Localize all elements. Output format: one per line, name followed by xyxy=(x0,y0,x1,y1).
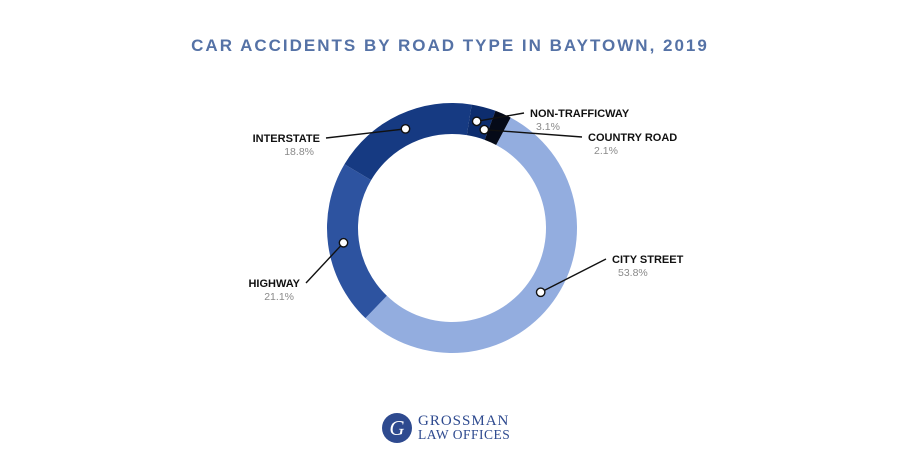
value-country-road: 2.1% xyxy=(594,145,618,157)
label-country-road: COUNTRY ROAD xyxy=(588,132,677,144)
value-city-street: 53.8% xyxy=(618,267,648,279)
slice-country-road xyxy=(484,110,511,146)
marker-interstate xyxy=(400,123,411,134)
donut-slices xyxy=(327,103,577,353)
leader-line-country-road xyxy=(484,128,583,138)
label-highway: HIGHWAY xyxy=(248,278,300,290)
leader-line-city-street xyxy=(540,258,607,293)
label-non-trafficway: NON-TRAFFICWAY xyxy=(530,108,630,120)
logo-line-2: LAW OFFICES xyxy=(418,427,511,442)
marker-country-road xyxy=(479,124,490,135)
value-highway: 21.1% xyxy=(264,291,294,303)
logo-line-1: GROSSMAN xyxy=(418,413,510,429)
marker-non-trafficway xyxy=(471,116,482,127)
slice-interstate xyxy=(344,103,472,181)
label-city-street: CITY STREET xyxy=(612,254,684,266)
logo-mark-icon: G xyxy=(382,413,412,443)
leader-line-highway xyxy=(305,242,345,284)
marker-highway xyxy=(338,237,349,248)
marker-city-street xyxy=(535,287,546,298)
slice-city-street xyxy=(365,117,577,353)
chart-title: CAR ACCIDENTS BY ROAD TYPE IN BAYTOWN, 2… xyxy=(191,36,709,55)
leader-line-non-trafficway xyxy=(476,112,525,123)
grossman-logo: G GROSSMAN LAW OFFICES xyxy=(382,412,510,444)
value-non-trafficway: 3.1% xyxy=(536,121,560,133)
value-interstate: 18.8% xyxy=(284,146,314,158)
slice-highway xyxy=(327,164,387,319)
leader-line-interstate xyxy=(325,128,406,139)
label-interstate: INTERSTATE xyxy=(253,133,320,145)
logo-text: GROSSMAN LAW OFFICES xyxy=(418,414,510,442)
